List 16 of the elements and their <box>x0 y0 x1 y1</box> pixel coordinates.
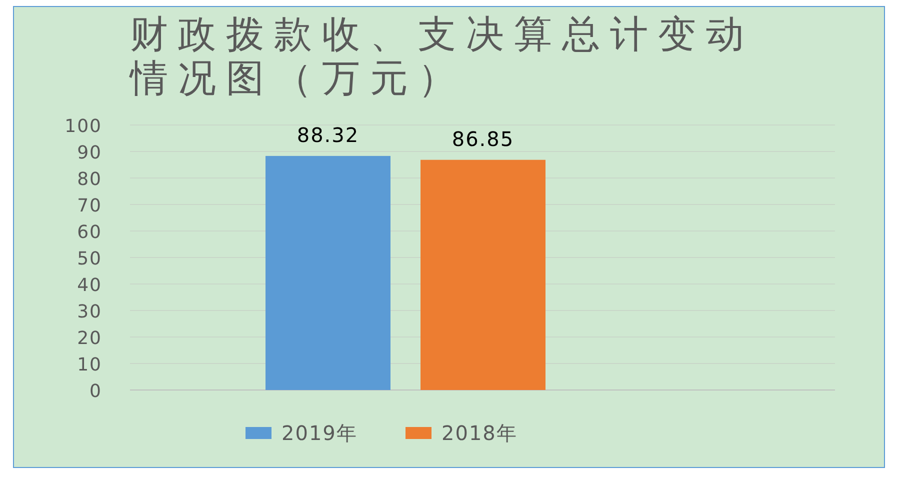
y-tick-label: 40 <box>77 275 102 296</box>
data-label: 86.85 <box>452 126 514 151</box>
chart-title: 财政拨款收、支决算总计变动情况图（万元） <box>130 12 755 100</box>
y-tick-label: 30 <box>77 302 102 322</box>
y-tick-label: 20 <box>77 328 102 349</box>
y-tick-label: 80 <box>77 169 102 190</box>
legend-label: 2018年 <box>442 421 518 445</box>
y-tick-label: 90 <box>77 142 102 164</box>
y-tick-label: 70 <box>77 196 102 216</box>
y-tick-label: 50 <box>77 248 102 270</box>
y-tick-label: 0 <box>90 381 102 402</box>
y-tick-label: 10 <box>77 354 102 376</box>
y-tick-label: 60 <box>77 222 102 243</box>
y-tick-label: 100 <box>64 116 102 137</box>
legend-label: 2019年 <box>282 421 358 445</box>
data-label: 88.32 <box>296 122 360 147</box>
